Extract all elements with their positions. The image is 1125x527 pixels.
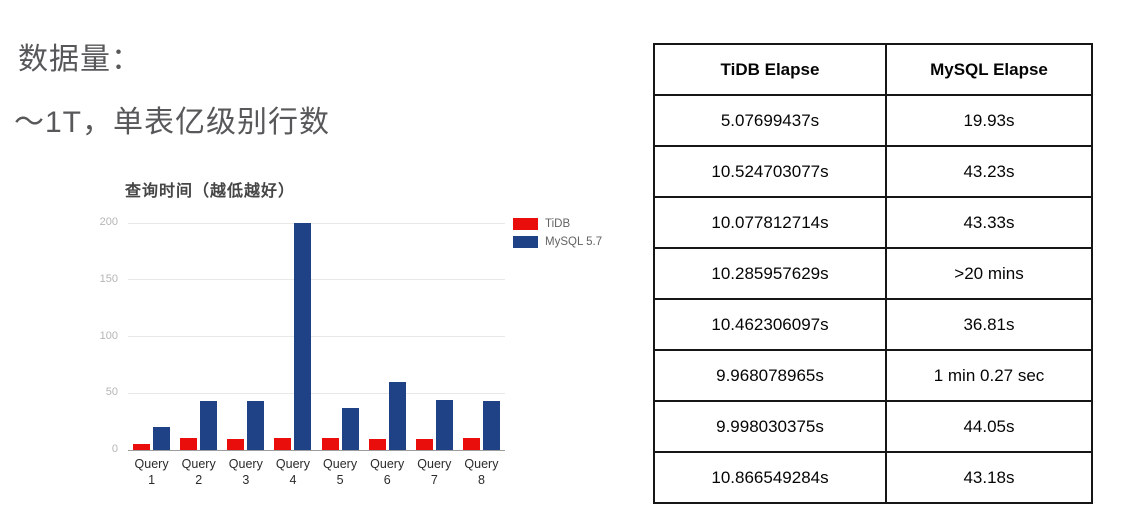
bar-tidb-q7 <box>415 438 433 450</box>
x-axis-tick-label: Query 1 <box>134 457 169 487</box>
table-cell: 19.93s <box>885 94 1093 147</box>
bar-group-6 <box>364 223 411 450</box>
bar-group-3 <box>222 223 269 450</box>
table-row-5: 10.462306097s 36.81s <box>653 298 1093 351</box>
x-axis-tick-label: Query 5 <box>323 457 358 487</box>
chart-legend: TiDB MySQL 5.7 <box>513 218 602 254</box>
heading-data-size: ～1T，单表亿级别行数 <box>14 106 331 139</box>
legend-swatch-icon <box>513 218 538 230</box>
bar-group-2 <box>175 223 222 450</box>
table-cell: 5.07699437s <box>653 94 887 147</box>
bar-tidb-q5 <box>321 438 339 450</box>
legend-swatch-icon <box>513 236 538 248</box>
y-axis-tick-label: 100 <box>99 329 118 342</box>
table-row-6: 9.968078965s 1 min 0.27 sec <box>653 349 1093 402</box>
bar-tidb-q8 <box>462 437 480 450</box>
bar-mysql-5-7-q2 <box>200 400 218 450</box>
table-cell: 1 min 0.27 sec <box>885 349 1093 402</box>
bar-mysql-5-7-q8 <box>482 401 500 450</box>
x-axis-tick-label: Query 6 <box>370 457 405 487</box>
table-cell: 10.866549284s <box>653 451 887 504</box>
bar-group-1 <box>128 223 175 450</box>
x-axis-tick-label: Query 7 <box>417 457 452 487</box>
x-axis-tick-label: Query 3 <box>228 457 263 487</box>
bar-tidb-q6 <box>368 438 386 450</box>
y-axis-tick-label: 150 <box>99 272 118 285</box>
bar-group-7 <box>411 223 458 450</box>
x-axis-tick-label: Query 8 <box>464 457 499 487</box>
table-cell: 9.968078965s <box>653 349 887 402</box>
bar-tidb-q4 <box>274 438 292 450</box>
x-axis-tick-label: Query 4 <box>275 457 310 487</box>
table-cell: 43.23s <box>885 145 1093 198</box>
bar-tidb-q3 <box>227 438 245 450</box>
elapse-table: TiDB Elapse MySQL Elapse 5.07699437s 19.93… <box>653 43 1093 504</box>
gridline-50 <box>128 392 505 394</box>
legend-label: MySQL 5.7 <box>545 236 603 248</box>
heading-data-volume: 数据量： <box>18 43 142 76</box>
table-row-8: 10.866549284s 43.18s <box>653 451 1093 504</box>
bar-tidb-q1 <box>133 444 151 450</box>
column-header: TiDB Elapse <box>653 43 887 96</box>
gridline-0 <box>128 449 505 451</box>
x-axis-tick-label: Query 2 <box>181 457 216 487</box>
table-cell: 10.462306097s <box>653 298 887 351</box>
y-axis-tick-label: 50 <box>105 386 118 399</box>
gridline-200 <box>128 222 505 224</box>
elapse-table-header: TiDB Elapse MySQL Elapse <box>653 43 1093 96</box>
bar-mysql-5-7-q1 <box>153 427 171 450</box>
bar-mysql-5-7-q7 <box>435 400 453 450</box>
table-cell: 36.81s <box>885 298 1093 351</box>
legend-item-tidb: TiDB <box>513 218 602 230</box>
gridline-150 <box>128 279 505 281</box>
table-row-4: 10.285957629s >20 mins <box>653 247 1093 300</box>
bar-group-5 <box>317 223 364 450</box>
table-cell: 10.524703077s <box>653 145 887 198</box>
y-axis-tick-label: 200 <box>99 216 118 228</box>
table-cell: 10.077812714s <box>653 196 887 249</box>
bar-mysql-5-7-q3 <box>247 400 265 450</box>
table-cell: 43.18s <box>885 451 1093 504</box>
elapse-table-body: 5.07699437s 19.93s 10.524703077s 43.23s 10.0… <box>653 94 1093 504</box>
table-cell: 43.33s <box>885 196 1093 249</box>
table-header-row: TiDB Elapse MySQL Elapse <box>653 43 1093 96</box>
table-row-2: 10.524703077s 43.23s <box>653 145 1093 198</box>
bar-tidb-q2 <box>180 438 198 450</box>
gridline-100 <box>128 336 505 337</box>
legend-item-mysql-5-7: MySQL 5.7 <box>513 236 602 248</box>
bar-mysql-5-7-q4 <box>294 223 312 450</box>
bar-group-4 <box>269 223 316 450</box>
bar-mysql-5-7-q6 <box>388 381 406 450</box>
table-cell: 9.998030375s <box>653 400 887 453</box>
bar-group-8 <box>458 223 505 450</box>
column-header: MySQL Elapse <box>885 43 1093 96</box>
table-row-7: 9.998030375s 44.05s <box>653 400 1093 453</box>
legend-label: TiDB <box>545 218 571 230</box>
table-cell: 44.05s <box>885 400 1093 453</box>
table-cell: >20 mins <box>885 247 1093 300</box>
table-row-1: 5.07699437s 19.93s <box>653 94 1093 147</box>
table-row-3: 10.077812714s 43.33s <box>653 196 1093 249</box>
bar-mysql-5-7-q5 <box>341 408 359 450</box>
chart-title: 查询时间（越低越好） <box>125 183 296 200</box>
y-axis-tick-label: 0 <box>111 443 118 455</box>
table-cell: 10.285957629s <box>653 247 887 300</box>
